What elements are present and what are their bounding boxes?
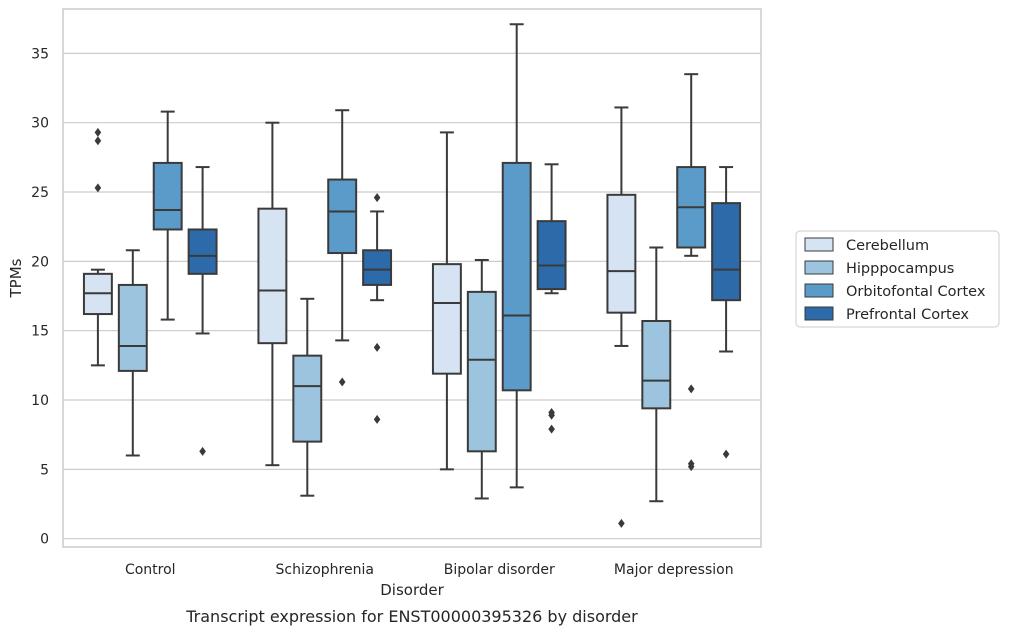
y-tick-label: 0 [40,532,49,548]
y-tick-label: 20 [31,254,49,270]
x-axis-label: Disorder [380,581,444,599]
box [362,193,393,424]
box [606,106,637,528]
outlier-point [94,183,102,193]
outlier-point [548,424,555,434]
legend-label: Hipppocampus [846,261,954,277]
outlier-point [373,414,381,424]
box-body [501,161,532,392]
outlier-point [687,459,695,469]
box-body [466,290,497,453]
box-body [257,207,288,345]
box [327,109,358,387]
outlier-point [94,136,102,146]
box-body [362,249,393,286]
legend-item: Orbitofontal Cortex [804,283,986,300]
legend-item: Prefrontal Cortex [804,306,969,323]
box-body [187,228,218,275]
box-body [292,354,323,443]
box [292,297,323,497]
outlier-point [373,342,381,352]
outlier-point [722,449,730,459]
outlier-point [199,446,206,456]
legend-label: Cerebellum [846,238,929,254]
series-cerebellum [82,106,637,528]
x-axis-ticks: Control Schizophrenia Bipolar disorder Majo… [125,562,734,578]
box-body [711,202,742,302]
box [641,246,672,503]
box-body [641,319,672,410]
x-tick-label: Major depression [614,562,734,578]
outlier-point [548,408,555,417]
chart-caption: Transcript expression for ENST0000039532… [185,607,638,626]
legend-swatch [804,237,834,252]
legend-swatch [804,260,834,275]
legend-swatch [804,283,834,298]
legend-swatch [804,306,834,321]
box-body [606,193,637,314]
x-tick-label: Schizophrenia [276,562,374,578]
box-body [431,263,462,375]
outlier-point [618,518,625,528]
legend-item: Cerebellum [804,237,929,254]
box [187,166,218,456]
y-tick-label: 15 [31,324,49,340]
y-tick-label: 35 [31,46,49,62]
y-tick-label: 10 [31,393,49,409]
box [466,258,497,500]
box [152,110,183,321]
box-body [117,283,148,372]
y-tick-label: 5 [40,462,49,478]
box-body [152,161,183,231]
outlier-point [687,384,695,394]
box-body [536,220,567,291]
legend-label: Prefrontal Cortex [846,307,969,323]
box [117,249,148,457]
outlier-point [338,377,346,387]
y-tick-label: 30 [31,116,49,132]
y-axis-label: TPMs [7,258,25,298]
legend-label: Orbitofontal Cortex [846,284,986,300]
box [431,131,462,471]
series-hipppocampus [117,246,672,503]
box-body [327,178,358,255]
y-tick-label: 25 [31,185,49,201]
legend: Cerebellum Hipppocampus Orbitofontal Corte… [795,230,1000,328]
box [501,23,532,489]
box [82,127,113,367]
legend-item: Hipppocampus [804,260,954,277]
box [536,163,567,434]
outlier-point [94,127,102,137]
legend-frame [795,230,1000,328]
x-tick-label: Control [125,562,176,578]
series-orbitofontal-cortex [152,23,707,489]
x-tick-label: Bipolar disorder [444,562,555,578]
plot-area-frame [62,8,762,548]
outlier-point [373,193,381,203]
series-prefrontal-cortex [187,163,742,459]
box [257,121,288,467]
box-series-group [82,23,742,528]
y-axis-ticks: 0 5 10 15 20 25 30 35 [31,46,49,547]
box [711,166,742,459]
box [676,73,707,472]
